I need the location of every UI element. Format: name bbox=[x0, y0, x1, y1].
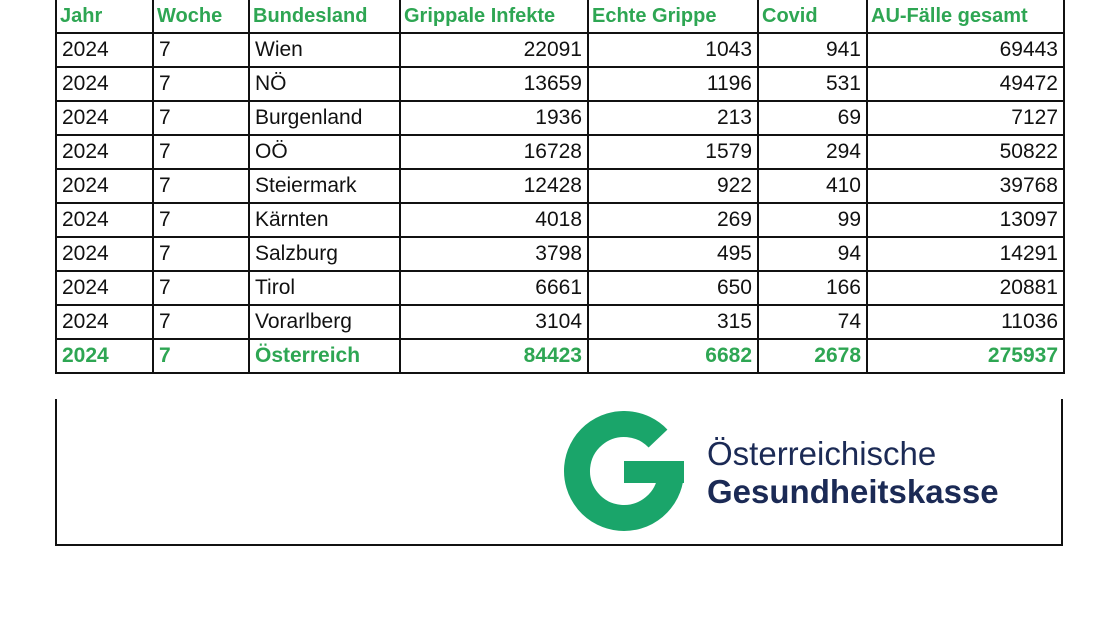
table-cell: 69443 bbox=[866, 32, 1065, 68]
table-cell: Österreich bbox=[248, 338, 401, 374]
table-cell: 99 bbox=[757, 202, 868, 238]
header-row: Jahr Woche Bundesland Grippale Infekte Echte… bbox=[55, 0, 1065, 34]
table-cell: 2678 bbox=[757, 338, 868, 374]
table-cell: 39768 bbox=[866, 168, 1065, 204]
table-cell: 3104 bbox=[399, 304, 589, 340]
table-cell: 2024 bbox=[55, 100, 154, 136]
column-header: Grippale Infekte bbox=[399, 0, 589, 34]
table-cell: 166 bbox=[757, 270, 868, 306]
table-row: 2024 7 Tirol 6661 650 166 20881 bbox=[55, 270, 1065, 306]
table-cell: 7 bbox=[152, 202, 250, 238]
table-cell: 7 bbox=[152, 270, 250, 306]
total-row: 2024 7 Österreich 84423 6682 2678 275937 bbox=[55, 338, 1065, 374]
table-cell: 1936 bbox=[399, 100, 589, 136]
table-cell: 94 bbox=[757, 236, 868, 272]
table-cell: 410 bbox=[757, 168, 868, 204]
oegk-logo-icon bbox=[564, 411, 684, 531]
table-cell: 7127 bbox=[866, 100, 1065, 136]
table-cell: Burgenland bbox=[248, 100, 401, 136]
table-cell: 20881 bbox=[866, 270, 1065, 306]
table-cell: 4018 bbox=[399, 202, 589, 238]
table-row: 2024 7 Salzburg 3798 495 94 14291 bbox=[55, 236, 1065, 272]
table-cell: 22091 bbox=[399, 32, 589, 68]
table-cell: 12428 bbox=[399, 168, 589, 204]
table-cell: 7 bbox=[152, 32, 250, 68]
table-cell: 213 bbox=[587, 100, 759, 136]
table-cell: Wien bbox=[248, 32, 401, 68]
table-cell: OÖ bbox=[248, 134, 401, 170]
column-header: Woche bbox=[152, 0, 250, 34]
column-header: Jahr bbox=[55, 0, 154, 34]
table-cell: 941 bbox=[757, 32, 868, 68]
table-cell: 650 bbox=[587, 270, 759, 306]
table-row: 2024 7 Steiermark 12428 922 410 39768 bbox=[55, 168, 1065, 204]
table-cell: 14291 bbox=[866, 236, 1065, 272]
table-cell: 2024 bbox=[55, 66, 154, 102]
table-row: 2024 7 OÖ 16728 1579 294 50822 bbox=[55, 134, 1065, 170]
table-cell: 2024 bbox=[55, 270, 154, 306]
table-cell: NÖ bbox=[248, 66, 401, 102]
flu-statistics-table: Jahr Woche Bundesland Grippale Infekte Echte… bbox=[55, 0, 1065, 374]
table-cell: 2024 bbox=[55, 32, 154, 68]
table-cell: Steiermark bbox=[248, 168, 401, 204]
table-cell: 7 bbox=[152, 304, 250, 340]
table-cell: 1043 bbox=[587, 32, 759, 68]
table-cell: 13659 bbox=[399, 66, 589, 102]
table-row: 2024 7 Vorarlberg 3104 315 74 11036 bbox=[55, 304, 1065, 340]
table-cell: 7 bbox=[152, 66, 250, 102]
column-header: Bundesland bbox=[248, 0, 401, 34]
table-cell: 7 bbox=[152, 134, 250, 170]
logo-area: Österreichische Gesundheitskasse bbox=[55, 399, 1063, 546]
table-cell: 495 bbox=[587, 236, 759, 272]
table-row: 2024 7 Kärnten 4018 269 99 13097 bbox=[55, 202, 1065, 238]
table-cell: 7 bbox=[152, 168, 250, 204]
table-cell: 3798 bbox=[399, 236, 589, 272]
table-cell: 6682 bbox=[587, 338, 759, 374]
table-cell: 2024 bbox=[55, 134, 154, 170]
table-cell: 2024 bbox=[55, 202, 154, 238]
logo-text-line2: Gesundheitskasse bbox=[707, 473, 999, 510]
table-cell: 1579 bbox=[587, 134, 759, 170]
column-header: Covid bbox=[757, 0, 868, 34]
table-row: 2024 7 Burgenland 1936 213 69 7127 bbox=[55, 100, 1065, 136]
table-cell: 2024 bbox=[55, 338, 154, 374]
table-cell: 11036 bbox=[866, 304, 1065, 340]
table-cell: 7 bbox=[152, 100, 250, 136]
column-header: Echte Grippe bbox=[587, 0, 759, 34]
table-cell: 6661 bbox=[399, 270, 589, 306]
table-cell: 1196 bbox=[587, 66, 759, 102]
table-cell: 2024 bbox=[55, 236, 154, 272]
table-cell: 315 bbox=[587, 304, 759, 340]
table-cell: 7 bbox=[152, 236, 250, 272]
table-cell: 49472 bbox=[866, 66, 1065, 102]
table-cell: 294 bbox=[757, 134, 868, 170]
table-cell: 74 bbox=[757, 304, 868, 340]
table-cell: Salzburg bbox=[248, 236, 401, 272]
table-cell: 13097 bbox=[866, 202, 1065, 238]
table-cell: 50822 bbox=[866, 134, 1065, 170]
table-cell: Kärnten bbox=[248, 202, 401, 238]
table-cell: 269 bbox=[587, 202, 759, 238]
table-cell: 69 bbox=[757, 100, 868, 136]
column-header: AU-Fälle gesamt bbox=[866, 0, 1065, 34]
logo-text-line1: Österreichische bbox=[707, 435, 937, 472]
table-cell: 16728 bbox=[399, 134, 589, 170]
table-cell: 2024 bbox=[55, 304, 154, 340]
table-cell: 922 bbox=[587, 168, 759, 204]
table-cell: 84423 bbox=[399, 338, 589, 374]
table-cell: Vorarlberg bbox=[248, 304, 401, 340]
table-row: 2024 7 Wien 22091 1043 941 69443 bbox=[55, 32, 1065, 68]
table-cell: 7 bbox=[152, 338, 250, 374]
table-cell: 275937 bbox=[866, 338, 1065, 374]
table-cell: 2024 bbox=[55, 168, 154, 204]
table-cell: 531 bbox=[757, 66, 868, 102]
table-cell: Tirol bbox=[248, 270, 401, 306]
table-row: 2024 7 NÖ 13659 1196 531 49472 bbox=[55, 66, 1065, 102]
